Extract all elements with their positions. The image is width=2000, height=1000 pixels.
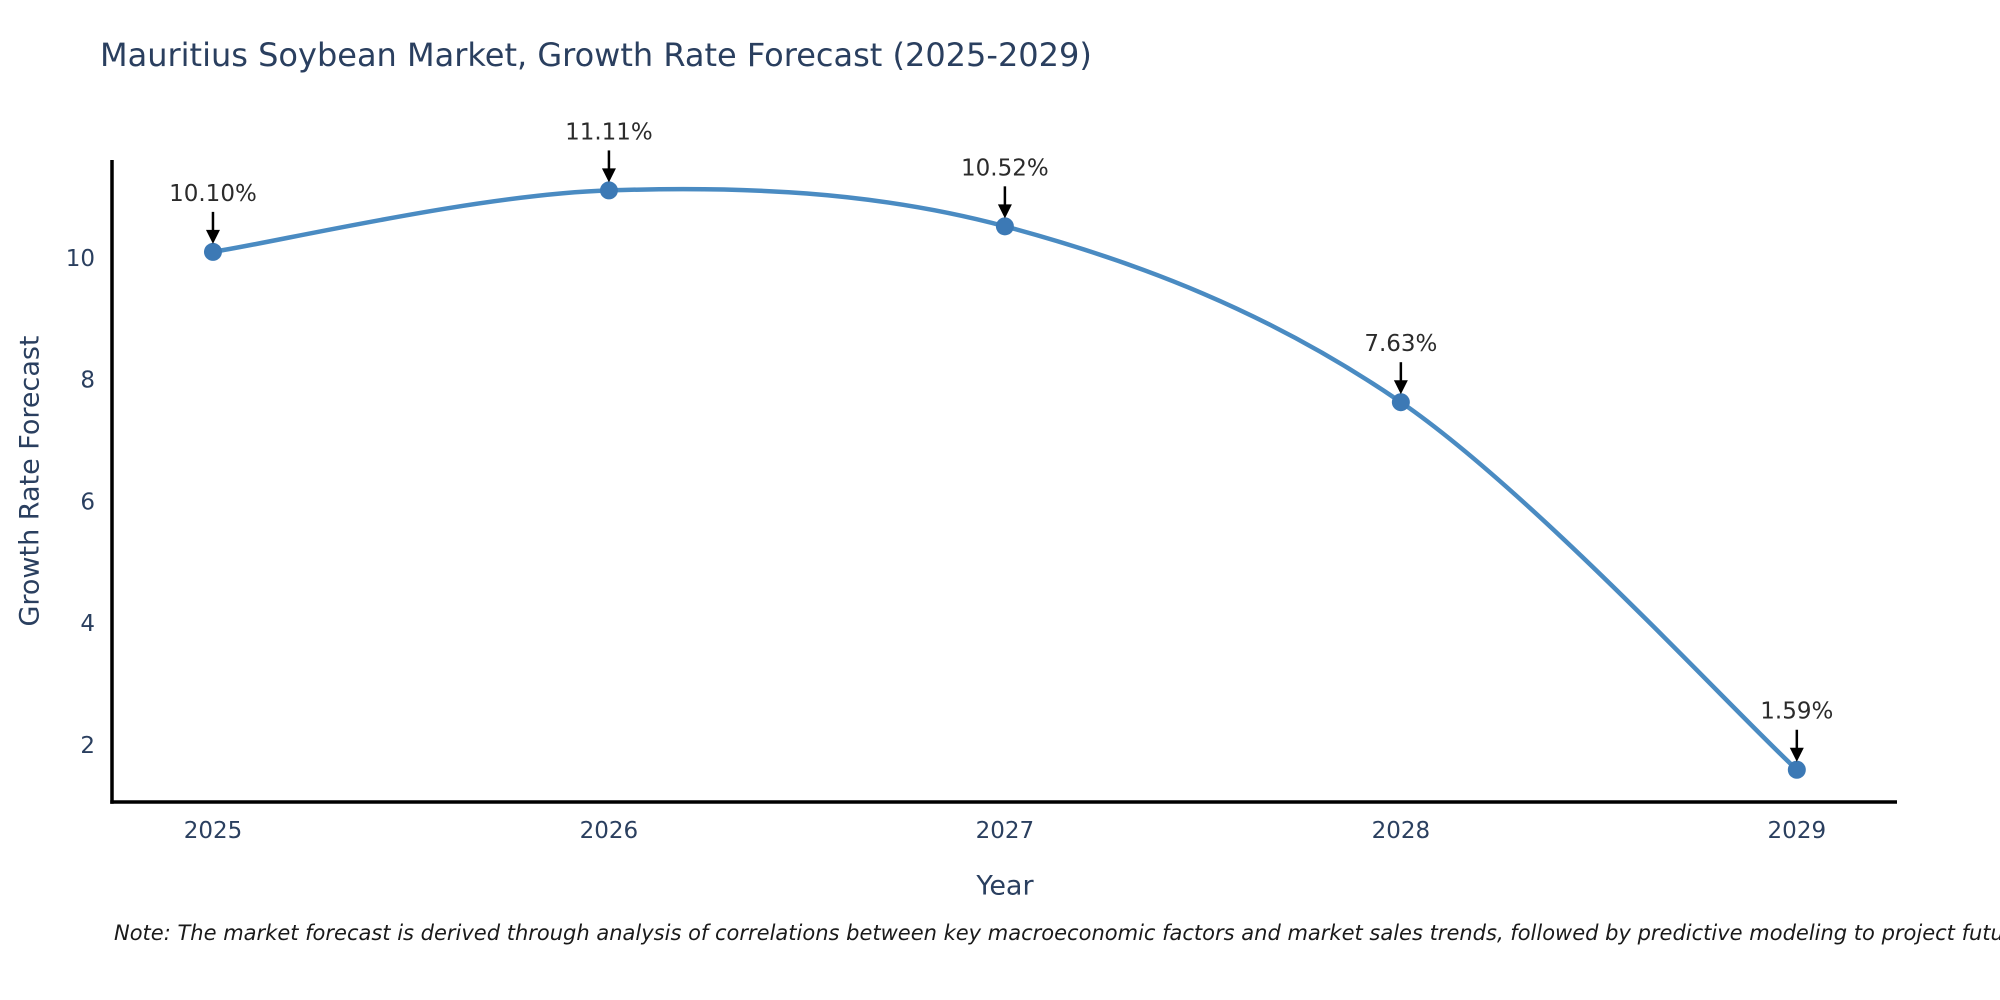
annotation-arrowhead-icon: [997, 204, 1012, 219]
point-annotation-label: 10.10%: [169, 181, 257, 207]
data-point-marker[interactable]: [203, 242, 222, 261]
y-axis-title: Growth Rate Forecast: [14, 335, 46, 627]
chart-title: Mauritius Soybean Market, Growth Rate Fo…: [100, 36, 1092, 74]
y-tick-label: 8: [80, 368, 95, 394]
x-tick-label: 2029: [1768, 818, 1827, 844]
data-point-marker[interactable]: [995, 217, 1014, 236]
x-axis-title: Year: [976, 870, 1034, 902]
annotation-arrowhead-icon: [1789, 747, 1804, 762]
point-annotation-label: 1.59%: [1760, 699, 1833, 725]
y-tick-label: 2: [80, 733, 95, 759]
x-tick-label: 2026: [580, 818, 639, 844]
y-tick-label: 6: [80, 489, 95, 515]
annotation-arrowhead-icon: [205, 229, 220, 244]
data-point-marker[interactable]: [1787, 760, 1806, 779]
annotation-arrowhead-icon: [601, 168, 616, 183]
x-tick-label: 2025: [184, 818, 243, 844]
x-tick-label: 2027: [976, 818, 1035, 844]
y-tick-label: 4: [80, 611, 95, 637]
footnote: Note: The market forecast is derived thr…: [114, 921, 2000, 945]
y-tick-label: 10: [66, 246, 95, 272]
data-point-marker[interactable]: [599, 181, 618, 200]
point-annotation-label: 10.52%: [961, 155, 1049, 181]
point-annotation-label: 7.63%: [1364, 331, 1437, 357]
data-point-marker[interactable]: [1391, 393, 1410, 412]
point-annotation-label: 11.11%: [565, 119, 653, 145]
annotation-arrowhead-icon: [1393, 380, 1408, 395]
series-line: [210, 186, 1800, 772]
x-tick-label: 2028: [1372, 818, 1431, 844]
